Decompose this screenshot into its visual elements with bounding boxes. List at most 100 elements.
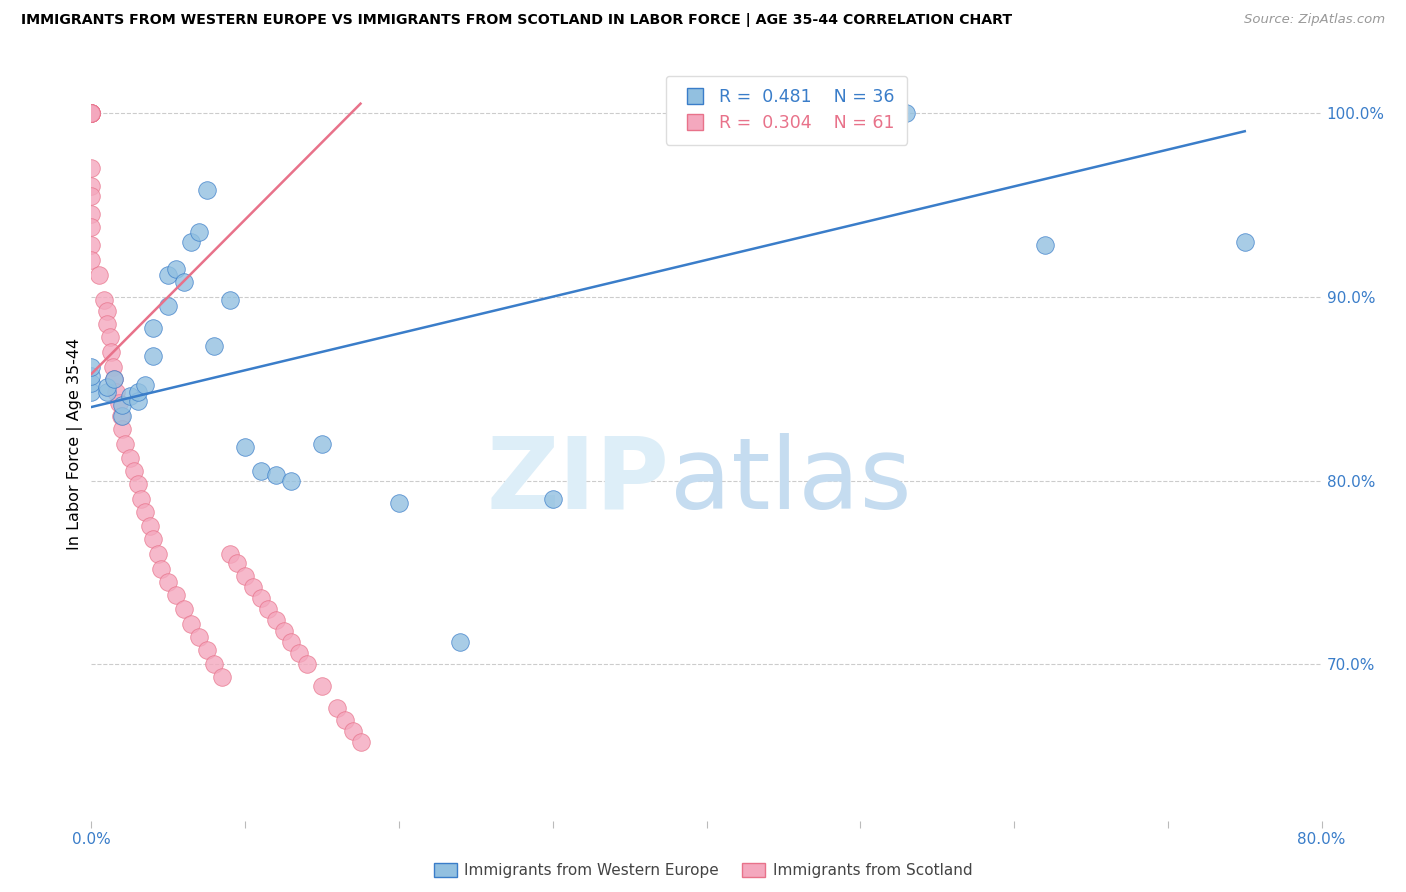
Point bbox=[349, 734, 371, 748]
Point bbox=[80, 106, 103, 120]
Point bbox=[242, 580, 264, 594]
Point bbox=[134, 505, 156, 519]
Point bbox=[87, 268, 110, 282]
Point bbox=[218, 547, 240, 561]
Point bbox=[188, 630, 211, 644]
Point bbox=[80, 161, 103, 175]
Point bbox=[295, 657, 318, 672]
Point bbox=[188, 225, 211, 239]
Point bbox=[218, 293, 240, 308]
Point bbox=[80, 106, 103, 120]
Point bbox=[96, 385, 118, 400]
Point bbox=[333, 713, 356, 727]
Point bbox=[80, 376, 103, 390]
Point bbox=[342, 723, 364, 738]
Point bbox=[103, 372, 125, 386]
Point bbox=[157, 268, 180, 282]
Point bbox=[165, 262, 187, 277]
Text: atlas: atlas bbox=[669, 433, 911, 530]
Point bbox=[134, 378, 156, 392]
Point bbox=[80, 207, 103, 221]
Point bbox=[111, 398, 134, 412]
Point bbox=[541, 491, 564, 506]
Point bbox=[264, 468, 287, 483]
Point bbox=[96, 380, 118, 394]
Point bbox=[142, 533, 165, 547]
Point bbox=[96, 318, 118, 332]
Point bbox=[114, 437, 136, 451]
Point bbox=[105, 385, 127, 400]
Point bbox=[146, 547, 169, 561]
Point bbox=[80, 106, 103, 120]
Point bbox=[180, 616, 202, 631]
Point bbox=[127, 477, 149, 491]
Point bbox=[311, 437, 333, 451]
Point bbox=[280, 474, 302, 488]
Point bbox=[257, 602, 280, 616]
Point bbox=[142, 321, 165, 335]
Point bbox=[157, 299, 180, 313]
Point bbox=[1233, 235, 1256, 249]
Point bbox=[202, 657, 225, 672]
Point bbox=[100, 344, 122, 359]
Point bbox=[180, 235, 202, 249]
Point bbox=[80, 106, 103, 120]
Text: ZIP: ZIP bbox=[486, 433, 669, 530]
Point bbox=[80, 252, 103, 267]
Point bbox=[249, 591, 271, 606]
Point bbox=[80, 359, 103, 374]
Point bbox=[725, 106, 748, 120]
Point bbox=[118, 389, 141, 403]
Point bbox=[93, 293, 115, 308]
Point bbox=[111, 422, 134, 436]
Point bbox=[195, 642, 218, 657]
Point bbox=[80, 385, 103, 400]
Point bbox=[98, 330, 121, 344]
Point bbox=[173, 602, 195, 616]
Point bbox=[124, 464, 146, 478]
Point bbox=[127, 394, 149, 409]
Point bbox=[233, 569, 256, 583]
Point bbox=[264, 613, 287, 627]
Point bbox=[129, 491, 152, 506]
Point bbox=[288, 646, 311, 660]
Y-axis label: In Labor Force | Age 35-44: In Labor Force | Age 35-44 bbox=[67, 338, 83, 549]
Point bbox=[80, 188, 103, 202]
Point bbox=[80, 368, 103, 383]
Point bbox=[80, 238, 103, 252]
Point bbox=[110, 409, 132, 424]
Text: Source: ZipAtlas.com: Source: ZipAtlas.com bbox=[1244, 13, 1385, 27]
Point bbox=[127, 385, 149, 400]
Point bbox=[896, 106, 918, 120]
Legend: Immigrants from Western Europe, Immigrants from Scotland: Immigrants from Western Europe, Immigran… bbox=[427, 857, 979, 884]
Point bbox=[80, 179, 103, 194]
Point bbox=[449, 635, 471, 649]
Point bbox=[96, 304, 118, 318]
Point bbox=[101, 359, 124, 374]
Point bbox=[173, 275, 195, 289]
Point bbox=[233, 441, 256, 455]
Point bbox=[80, 106, 103, 120]
Text: IMMIGRANTS FROM WESTERN EUROPE VS IMMIGRANTS FROM SCOTLAND IN LABOR FORCE | AGE : IMMIGRANTS FROM WESTERN EUROPE VS IMMIGR… bbox=[21, 13, 1012, 28]
Point bbox=[142, 349, 165, 363]
Point bbox=[326, 701, 349, 715]
Point bbox=[165, 588, 187, 602]
Point bbox=[273, 624, 295, 639]
Point bbox=[103, 372, 125, 386]
Point bbox=[149, 562, 172, 576]
Point bbox=[118, 451, 141, 466]
Point bbox=[195, 183, 218, 197]
Point bbox=[388, 495, 411, 509]
Point bbox=[226, 556, 249, 570]
Point bbox=[249, 464, 271, 478]
Point bbox=[211, 670, 233, 684]
Point bbox=[80, 106, 103, 120]
Legend: R =  0.481    N = 36, R =  0.304    N = 61: R = 0.481 N = 36, R = 0.304 N = 61 bbox=[665, 76, 907, 145]
Point bbox=[80, 106, 103, 120]
Point bbox=[311, 680, 333, 694]
Point bbox=[202, 339, 225, 353]
Point bbox=[80, 106, 103, 120]
Point bbox=[108, 396, 131, 410]
Point bbox=[111, 409, 134, 424]
Point bbox=[80, 219, 103, 234]
